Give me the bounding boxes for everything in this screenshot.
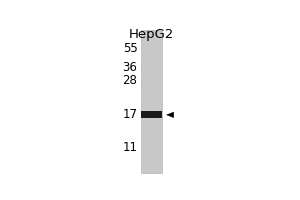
Text: HepG2: HepG2 <box>129 28 174 41</box>
Text: 36: 36 <box>123 61 137 74</box>
Text: 55: 55 <box>123 42 137 55</box>
Bar <box>141 111 162 118</box>
Polygon shape <box>167 112 174 118</box>
Text: 11: 11 <box>122 141 137 154</box>
Text: 17: 17 <box>122 108 137 121</box>
Text: 28: 28 <box>123 74 137 87</box>
Bar <box>141 30 162 173</box>
